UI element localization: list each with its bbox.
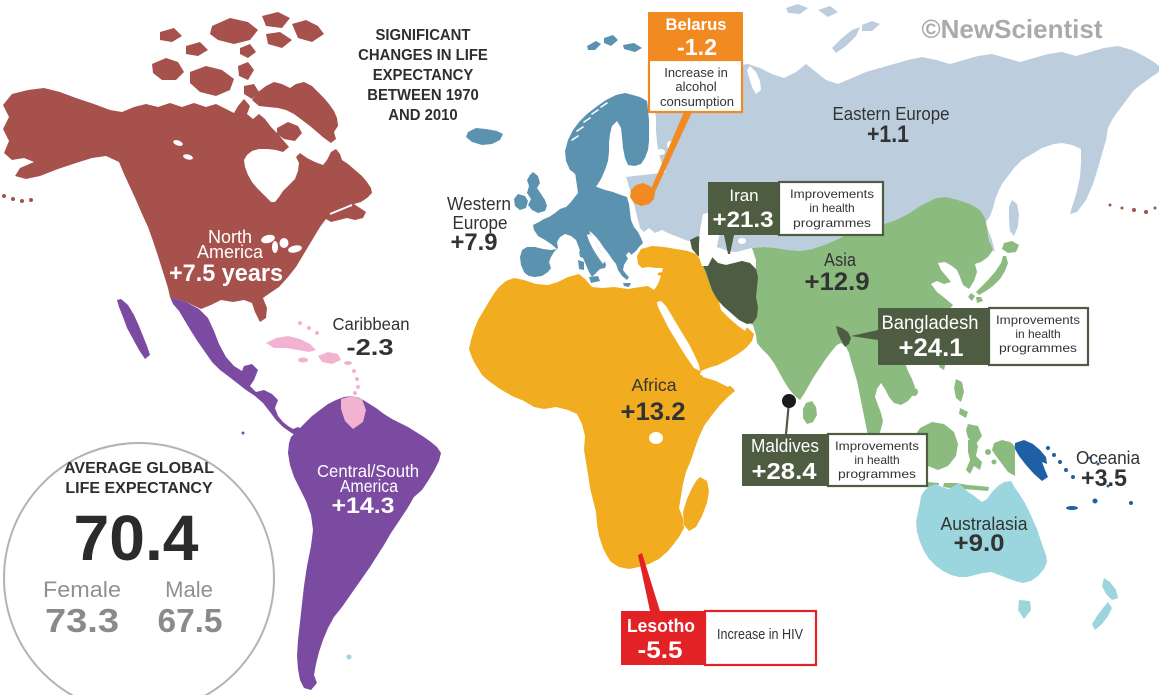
svg-text:in health: in health [1015,327,1060,341]
svg-text:EXPECTANCY: EXPECTANCY [373,67,474,85]
svg-text:BETWEEN 1970: BETWEEN 1970 [367,87,479,105]
svg-text:Caribbean: Caribbean [333,314,410,334]
svg-text:+1.1: +1.1 [867,121,909,148]
svg-text:Central/South: Central/South [317,461,419,481]
svg-text:Asia: Asia [824,249,857,270]
svg-text:Australasia: Australasia [941,513,1029,534]
svg-text:Male: Male [165,577,213,602]
svg-text:+13.2: +13.2 [621,398,686,426]
svg-text:Europe: Europe [453,213,508,233]
svg-text:+7.5 years: +7.5 years [169,260,283,287]
svg-text:Increase in: Increase in [664,65,728,80]
svg-text:America: America [197,242,264,262]
svg-text:73.3: 73.3 [45,602,119,639]
svg-text:Iran: Iran [729,186,758,205]
svg-text:-1.2: -1.2 [677,34,717,60]
svg-text:Improvements: Improvements [835,439,919,453]
svg-text:programmes: programmes [999,341,1077,355]
svg-text:Lesotho: Lesotho [627,615,695,636]
svg-text:Maldives: Maldives [751,436,819,456]
svg-text:Oceania: Oceania [1076,447,1141,468]
svg-text:Eastern Europe: Eastern Europe [833,103,950,124]
svg-text:SIGNIFICANT: SIGNIFICANT [375,27,471,45]
svg-text:AVERAGE GLOBAL: AVERAGE GLOBAL [64,460,214,477]
svg-text:+3.5: +3.5 [1081,465,1127,492]
svg-text:programmes: programmes [793,216,871,230]
svg-text:Belarus: Belarus [666,15,727,34]
svg-text:Female: Female [43,577,121,602]
svg-text:-5.5: -5.5 [638,637,683,664]
svg-text:+28.4: +28.4 [752,458,817,484]
svg-text:-2.3: -2.3 [347,334,394,360]
svg-text:+12.9: +12.9 [805,268,870,296]
svg-text:AND 2010: AND 2010 [388,107,457,125]
svg-text:Improvements: Improvements [996,313,1080,327]
svg-text:America: America [340,476,398,496]
svg-text:Bangladesh: Bangladesh [882,313,979,334]
svg-text:67.5: 67.5 [158,602,223,639]
svg-text:+21.3: +21.3 [713,207,774,232]
svg-text:Western: Western [447,194,511,214]
svg-text:Africa: Africa [632,375,677,395]
svg-text:Increase in HIV: Increase in HIV [717,626,803,643]
svg-text:+14.3: +14.3 [332,493,395,518]
svg-text:consumption: consumption [660,94,734,109]
svg-text:+9.0: +9.0 [954,530,1005,557]
svg-text:Improvements: Improvements [790,187,874,201]
svg-text:70.4: 70.4 [74,502,199,574]
svg-text:programmes: programmes [838,467,916,481]
svg-text:in health: in health [809,201,854,215]
svg-text:LIFE EXPECTANCY: LIFE EXPECTANCY [65,480,213,497]
svg-text:CHANGES IN LIFE: CHANGES IN LIFE [358,47,488,65]
svg-text:+7.9: +7.9 [451,229,498,256]
svg-text:North: North [208,227,252,247]
svg-text:+24.1: +24.1 [899,334,964,362]
svg-text:in health: in health [854,453,899,467]
svg-text:alcohol: alcohol [675,79,716,94]
svg-text:©NewScientist: ©NewScientist [922,14,1103,44]
